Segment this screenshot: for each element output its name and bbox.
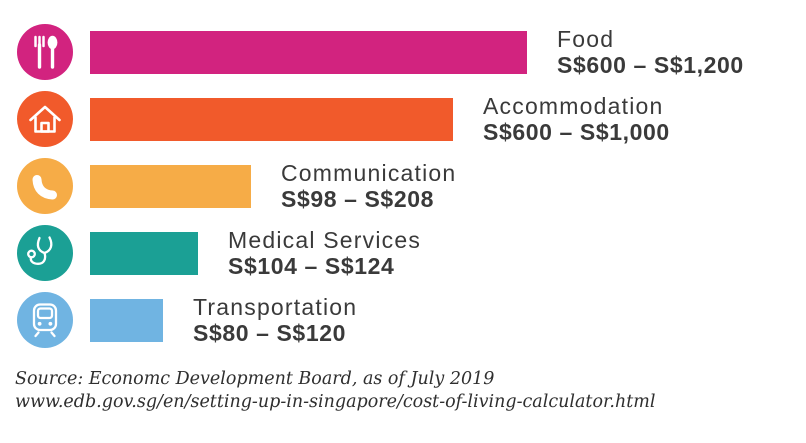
category-range: S$80 – S$120 bbox=[193, 319, 346, 346]
utensils-icon bbox=[17, 24, 73, 80]
category-range: S$98 – S$208 bbox=[281, 185, 434, 212]
source-line: Source: Economc Development Board, as of… bbox=[15, 369, 495, 389]
category-label: Medical Services bbox=[228, 226, 422, 253]
stethoscope-icon bbox=[17, 225, 73, 281]
category-range: S$104 – S$124 bbox=[228, 252, 395, 279]
source-url: www.edb.gov.sg/en/setting-up-in-singapor… bbox=[15, 392, 656, 412]
chart-row-food: Food S$600 – S$1,200 bbox=[17, 24, 744, 80]
category-label: Transportation bbox=[193, 293, 358, 320]
chart-row-transportation: Transportation S$80 – S$120 bbox=[17, 292, 357, 348]
category-label: Accommodation bbox=[483, 92, 664, 119]
category-range: S$600 – S$1,200 bbox=[557, 51, 744, 78]
category-range: S$600 – S$1,000 bbox=[483, 118, 670, 145]
chart-row-medical-services: Medical Services S$104 – S$124 bbox=[17, 225, 421, 281]
bar-food bbox=[90, 30, 527, 74]
bar-transportation bbox=[90, 298, 163, 342]
category-label: Communication bbox=[281, 159, 457, 186]
chart-row-accommodation: Accommodation S$600 – S$1,000 bbox=[17, 91, 670, 147]
chart-row-communication: Communication S$98 – S$208 bbox=[17, 158, 456, 214]
category-label: Food bbox=[557, 25, 615, 52]
bar-communication bbox=[90, 164, 251, 208]
bar-accommodation bbox=[90, 97, 453, 141]
house-icon bbox=[17, 91, 73, 147]
phone-icon bbox=[17, 158, 73, 214]
bar-medical-services bbox=[90, 231, 198, 275]
train-icon bbox=[17, 292, 73, 348]
source-note: Source: Economc Development Board, as of… bbox=[15, 368, 656, 414]
